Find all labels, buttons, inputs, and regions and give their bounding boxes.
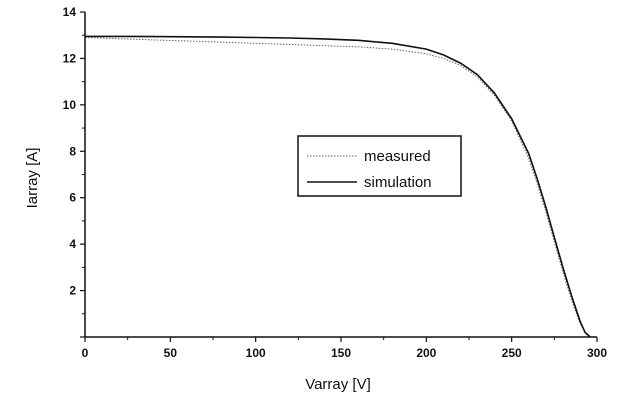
- x-tick-label: 100: [246, 346, 266, 360]
- y-tick-label: 10: [63, 98, 77, 112]
- legend: measured simulation: [297, 135, 462, 197]
- legend-box: [297, 135, 462, 197]
- x-tick-label: 150: [331, 346, 351, 360]
- y-tick-label: 2: [69, 284, 76, 298]
- x-tick-label: 0: [82, 346, 89, 360]
- series-layer: [84, 35, 591, 338]
- legend-label-simulation: simulation: [364, 174, 432, 191]
- ticks-layer: 0 50 100 150 200 250 300 2 4 6 8 10 12 14: [63, 5, 608, 360]
- y-axis-title: Iarray [A]: [24, 148, 41, 209]
- series-line-simulation: [85, 35, 591, 338]
- y-tick-label: 8: [69, 144, 76, 158]
- x-tick-label: 300: [587, 346, 607, 360]
- series-line-measured: [84, 37, 589, 338]
- x-tick-label: 250: [502, 346, 522, 360]
- y-tick-label: 4: [69, 237, 76, 251]
- y-tick-label: 14: [63, 5, 77, 19]
- y-tick-label: 12: [63, 51, 77, 65]
- legend-label-measured: measured: [364, 148, 431, 165]
- x-axis-title: Varray [V]: [305, 376, 371, 393]
- y-tick-label: 6: [69, 191, 76, 205]
- x-tick-label: 200: [416, 346, 436, 360]
- x-tick-label: 50: [164, 346, 178, 360]
